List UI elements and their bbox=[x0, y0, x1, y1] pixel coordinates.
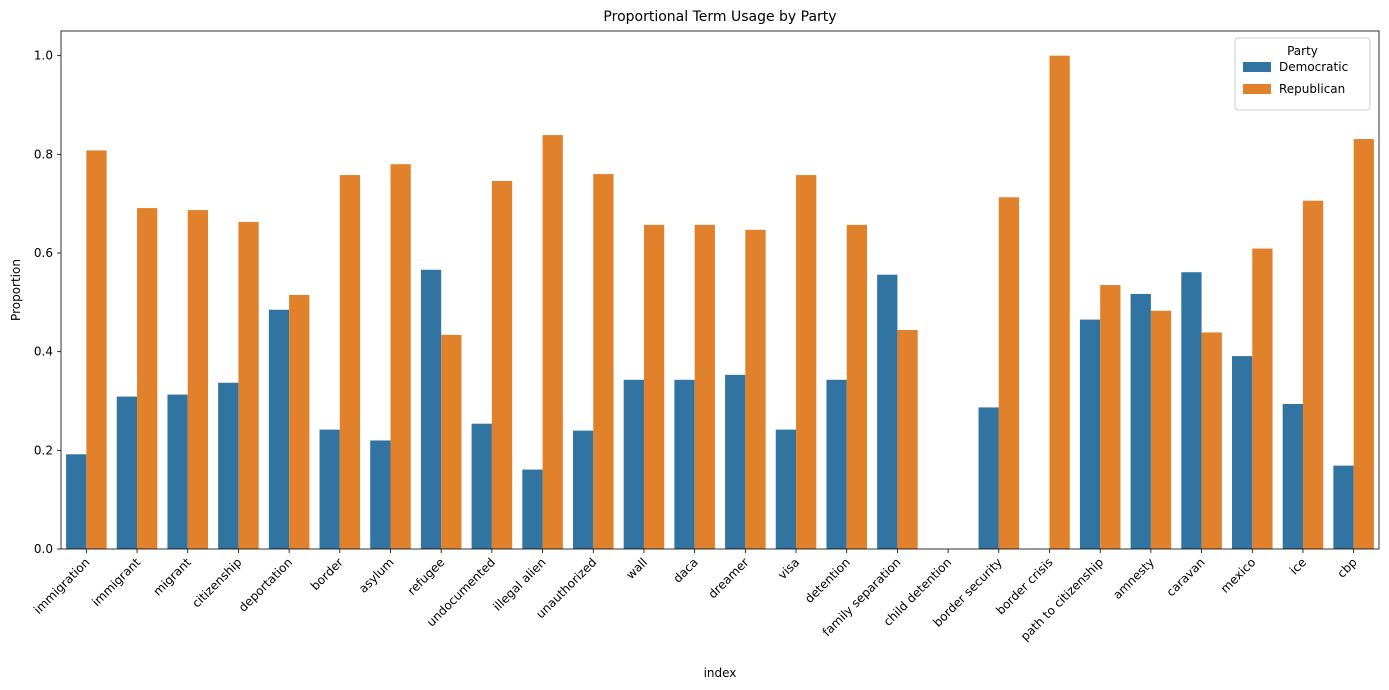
x-tick-label: immigration bbox=[31, 555, 92, 616]
x-tick-label: migrant bbox=[151, 555, 195, 599]
x-tick-label: dreamer bbox=[705, 555, 751, 601]
bar-republican-path-to-citizenship bbox=[1100, 285, 1121, 549]
bar-democratic-visa bbox=[775, 429, 797, 549]
bar-republican-border-crisis bbox=[1049, 55, 1070, 550]
x-tick-label: caravan bbox=[1164, 555, 1208, 599]
bar-democratic-border bbox=[319, 429, 340, 549]
x-tick-label: detention bbox=[802, 555, 853, 606]
bar-republican-visa bbox=[796, 175, 817, 549]
bar-democratic-undocumented bbox=[471, 423, 492, 549]
y-tick-label: 0.4 bbox=[34, 345, 53, 359]
x-tick-label: deportation bbox=[236, 555, 295, 614]
bar-democratic-border-security bbox=[978, 407, 999, 549]
bar-democratic-immigrant bbox=[116, 396, 138, 549]
bar-republican-deportation bbox=[289, 294, 310, 549]
y-tick-label: 0.6 bbox=[34, 246, 53, 260]
y-axis-title: Proportion bbox=[9, 259, 23, 321]
x-tick-label: amnesty bbox=[1110, 555, 1157, 602]
x-tick-label: visa bbox=[775, 555, 802, 582]
bar-democratic-family-separation bbox=[877, 274, 898, 549]
bar-democratic-amnesty bbox=[1130, 293, 1151, 549]
legend-swatch-republican bbox=[1243, 84, 1271, 94]
bars-group bbox=[66, 55, 1374, 550]
bar-republican-family-separation bbox=[897, 329, 918, 549]
bar-democratic-unauthorized bbox=[572, 430, 594, 549]
x-tick-label: asylum bbox=[356, 555, 397, 596]
bar-democratic-illegal-alien bbox=[522, 469, 543, 549]
bar-democratic-citizenship bbox=[218, 382, 239, 549]
bar-republican-detention bbox=[846, 224, 868, 549]
bar-democratic-mexico bbox=[1231, 356, 1253, 549]
bar-republican-ice bbox=[1302, 200, 1324, 549]
x-tick-label: citizenship bbox=[189, 555, 244, 610]
bar-republican-wall bbox=[643, 224, 665, 549]
bar-republican-immigration bbox=[86, 150, 107, 550]
bar-republican-unauthorized bbox=[593, 174, 614, 550]
y-axis: 0.0 0.2 0.4 0.6 0.8 1.0 bbox=[34, 49, 61, 556]
bar-democratic-wall bbox=[623, 379, 644, 549]
x-tick-label: refugee bbox=[405, 555, 448, 598]
bar-republican-border-security bbox=[998, 197, 1020, 549]
bar-republican-amnesty bbox=[1150, 310, 1172, 549]
y-tick-label: 0.0 bbox=[34, 542, 53, 556]
x-tick-label: immigrant bbox=[89, 555, 143, 609]
bar-republican-daca bbox=[694, 224, 715, 549]
x-axis-title: index bbox=[704, 666, 737, 680]
bar-democratic-refugee bbox=[420, 269, 442, 549]
x-tick-label: cbp bbox=[1334, 555, 1359, 580]
x-tick-label: mexico bbox=[1218, 555, 1258, 595]
bar-republican-cbp bbox=[1353, 139, 1374, 550]
bar-democratic-ice bbox=[1282, 403, 1303, 549]
bar-republican-mexico bbox=[1252, 248, 1273, 549]
bar-republican-illegal-alien bbox=[542, 135, 563, 550]
bar-republican-citizenship bbox=[238, 221, 259, 550]
bar-democratic-dreamer bbox=[725, 374, 746, 549]
bar-democratic-daca bbox=[674, 379, 695, 549]
bar-republican-caravan bbox=[1201, 332, 1222, 549]
legend: Party Democratic Republican bbox=[1234, 37, 1371, 111]
bar-democratic-cbp bbox=[1333, 465, 1354, 549]
bar-democratic-immigration bbox=[66, 454, 87, 549]
bar-democratic-caravan bbox=[1181, 272, 1202, 549]
bar-republican-asylum bbox=[390, 164, 411, 549]
bar-republican-undocumented bbox=[491, 180, 513, 549]
bar-republican-refugee bbox=[441, 334, 462, 549]
x-tick-label: border bbox=[308, 555, 346, 593]
legend-label-republican: Republican bbox=[1279, 82, 1345, 96]
bar-democratic-deportation bbox=[268, 309, 290, 549]
x-tick-label: daca bbox=[670, 555, 700, 585]
x-tick-label: ice bbox=[1287, 555, 1309, 577]
legend-label-democratic: Democratic bbox=[1279, 60, 1348, 74]
y-tick-label: 0.8 bbox=[34, 147, 53, 161]
bar-democratic-migrant bbox=[167, 394, 188, 549]
bar-republican-migrant bbox=[187, 210, 209, 549]
bar-democratic-path-to-citizenship bbox=[1079, 319, 1101, 549]
x-tick-label: wall bbox=[623, 555, 650, 582]
bar-republican-dreamer bbox=[745, 229, 766, 549]
legend-items: Democratic Republican bbox=[1243, 60, 1348, 96]
bar-democratic-asylum bbox=[370, 440, 391, 549]
legend-title: Party bbox=[1287, 44, 1318, 58]
bar-democratic-detention bbox=[826, 379, 847, 549]
plot-frame bbox=[60, 30, 1380, 550]
legend-swatch-democratic bbox=[1243, 62, 1271, 72]
y-tick-label: 0.2 bbox=[34, 443, 53, 457]
chart-title: Proportional Term Usage by Party bbox=[603, 9, 836, 25]
bar-republican-immigrant bbox=[137, 208, 158, 549]
y-tick-label: 1.0 bbox=[34, 49, 53, 63]
bar-republican-border bbox=[339, 175, 361, 549]
